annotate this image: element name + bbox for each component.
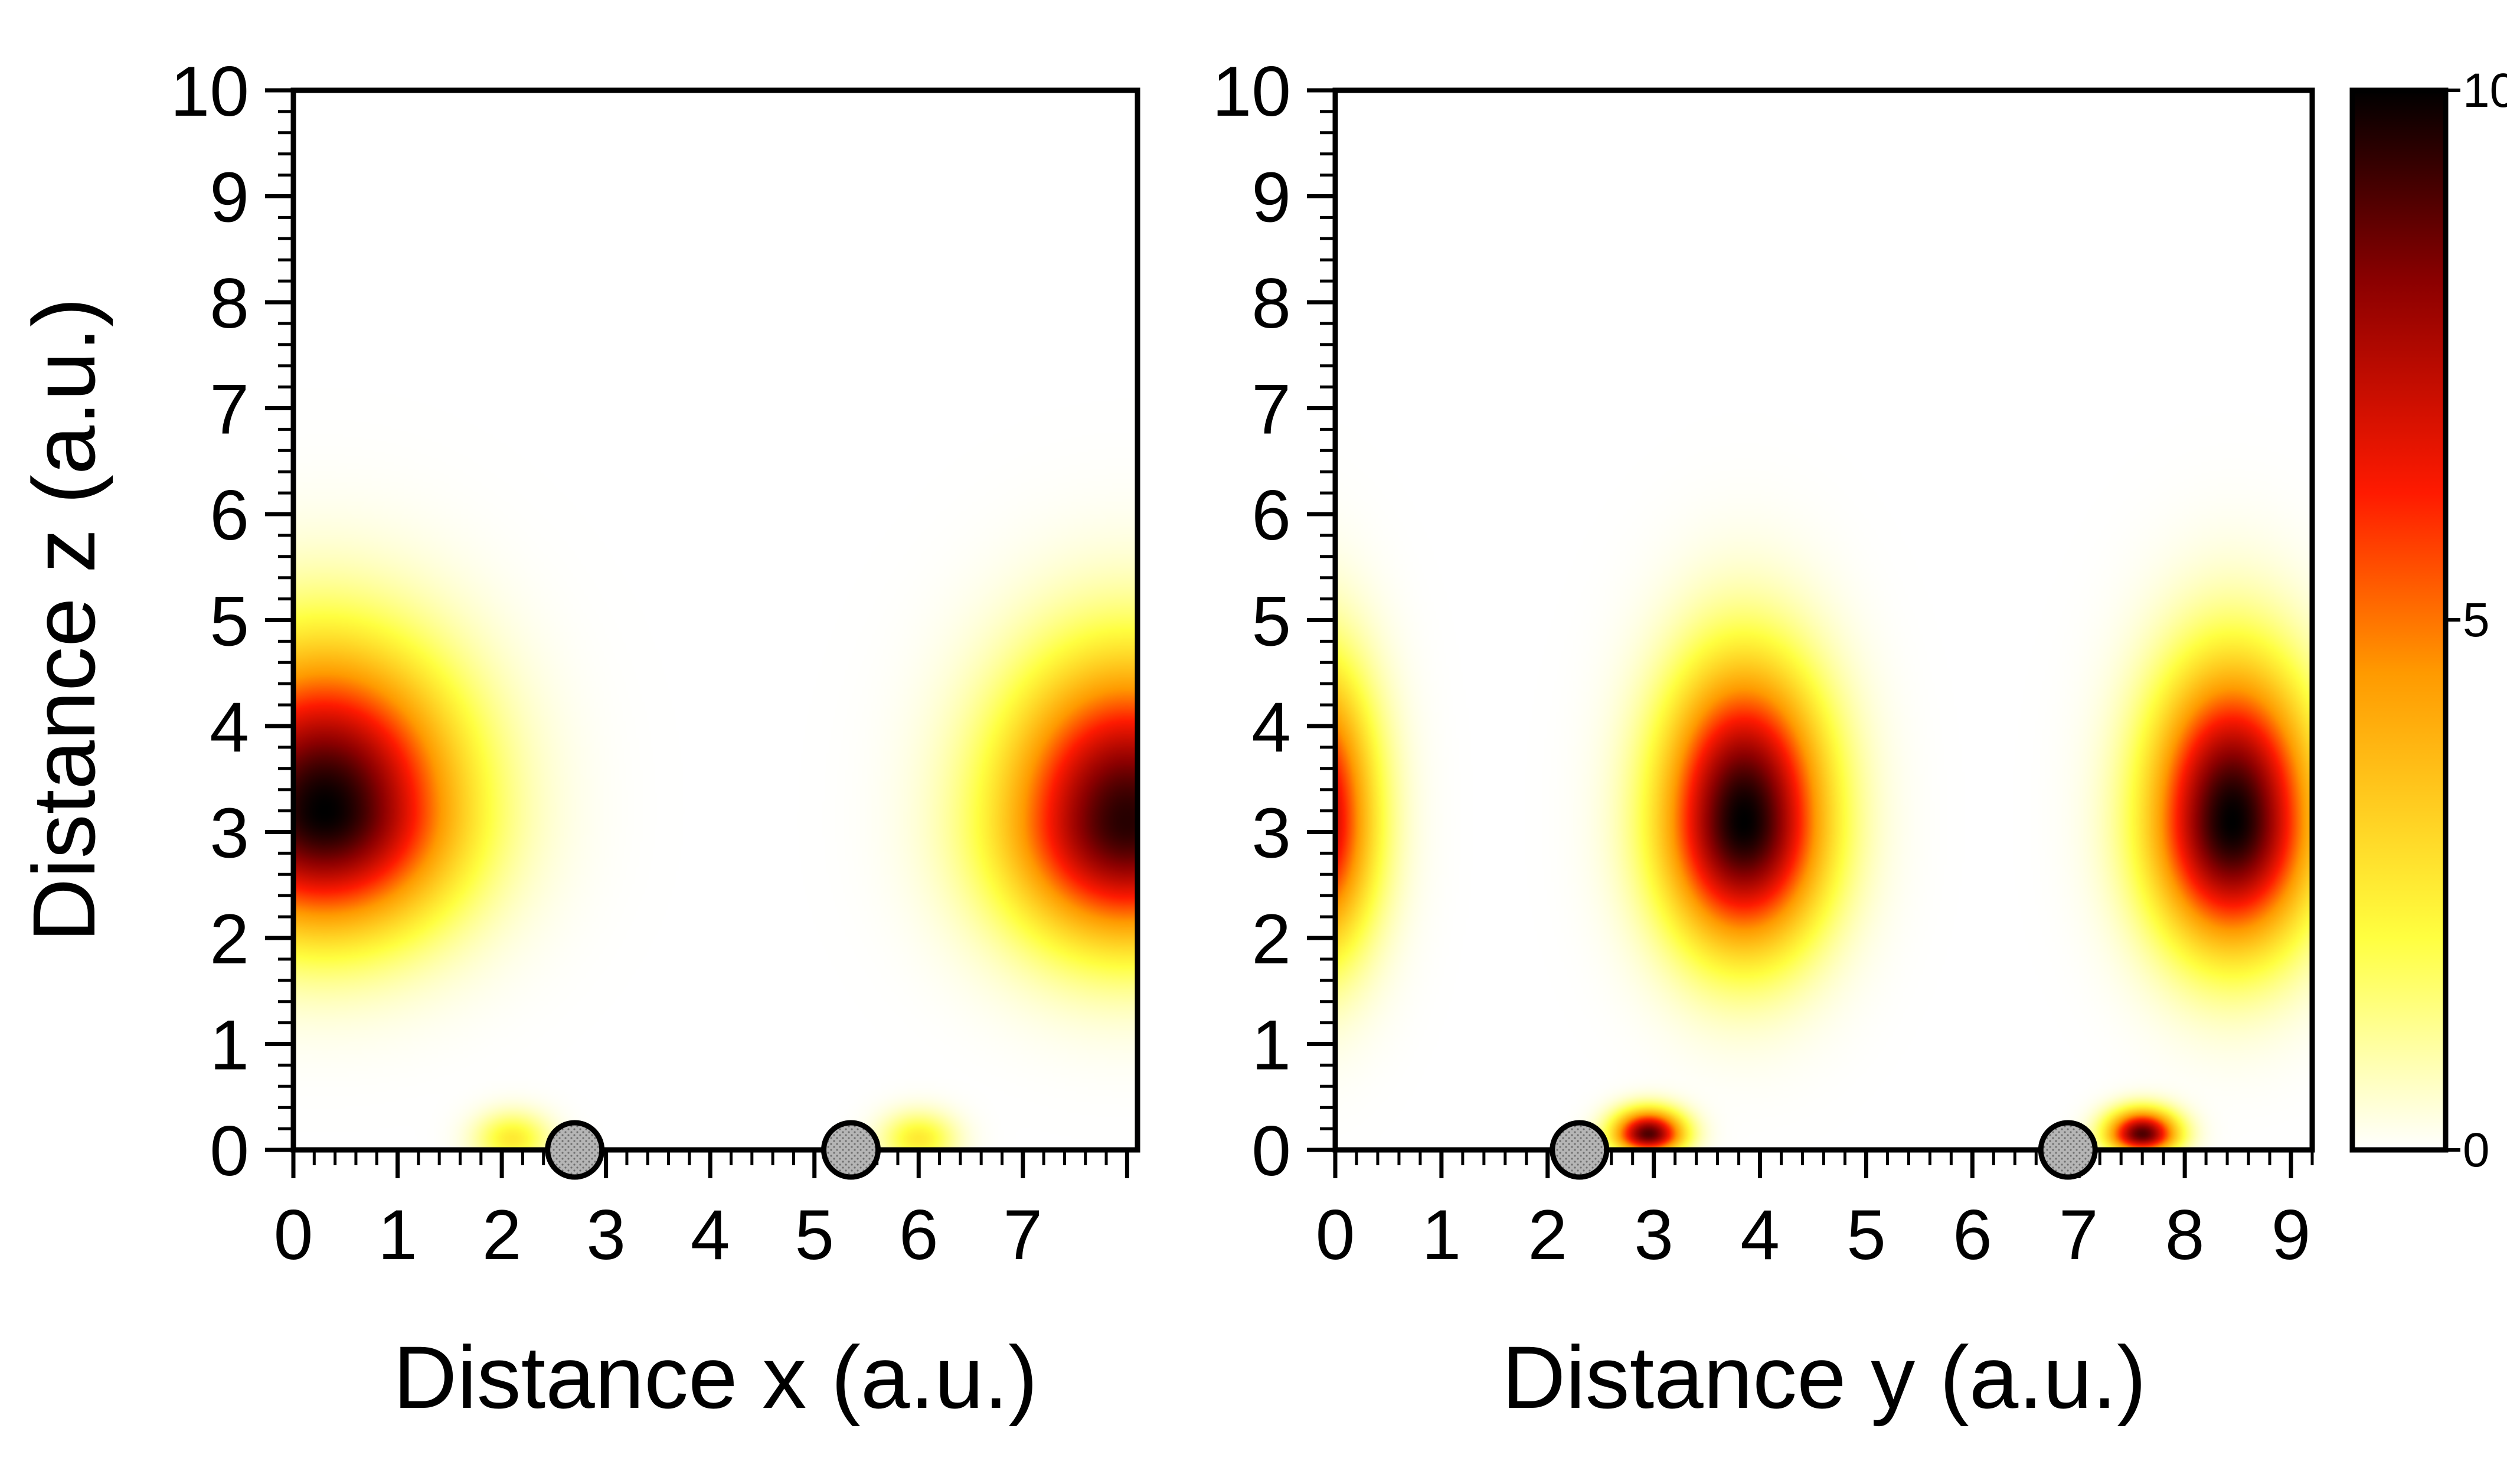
- left-ticks: [265, 88, 1129, 1178]
- colorbar-label-mid: 5: [2463, 593, 2490, 647]
- y-tick-label: 5: [210, 582, 249, 661]
- y-tick-label: 0: [1251, 1112, 1291, 1191]
- y-tick-label: 3: [210, 794, 249, 873]
- y-tick-label: 1: [210, 1006, 249, 1085]
- right-ticks: [1307, 88, 2314, 1178]
- x-tick-label: 6: [1953, 1195, 1992, 1274]
- x-tick-label: 4: [1740, 1195, 1780, 1274]
- y-tick-label: 0: [210, 1112, 249, 1191]
- x-tick-label: 7: [2059, 1195, 2099, 1274]
- atom-marker: [545, 1120, 605, 1180]
- x-tick-label: 3: [586, 1195, 626, 1274]
- atom-marker: [821, 1120, 881, 1180]
- x-tick-label: 2: [482, 1195, 522, 1274]
- y-tick-label: 7: [210, 370, 249, 449]
- y-tick-label: 10: [171, 52, 249, 131]
- y-tick-label: 8: [210, 264, 249, 343]
- x-tick-label: 6: [899, 1195, 939, 1274]
- y-tick-label: 9: [210, 158, 249, 237]
- atom-marker: [1550, 1120, 1610, 1180]
- y-tick-label: 4: [1251, 688, 1291, 767]
- right-atoms: [1550, 1120, 2098, 1180]
- left-heatmap-image: [293, 90, 1138, 1150]
- x-tick-label: 0: [274, 1195, 313, 1274]
- y-tick-label: 8: [1251, 264, 1291, 343]
- x-tick-label: 7: [1003, 1195, 1042, 1274]
- colorbar-gradient: [2349, 87, 2449, 1153]
- right-x-axis-title: Distance y (a.u.): [1502, 1328, 2146, 1427]
- y-tick-label: 9: [1251, 158, 1291, 237]
- y-tick-label: 5: [1251, 582, 1291, 661]
- y-tick-label: 3: [1251, 794, 1291, 873]
- right-heatmap-image: [1335, 90, 2312, 1150]
- x-tick-label: 8: [2165, 1195, 2205, 1274]
- colorbar-label-max: 10: [2463, 64, 2507, 117]
- y-tick-label: 7: [1251, 370, 1291, 449]
- y-tick-label: 4: [210, 688, 249, 767]
- y-tick-label: 6: [1251, 476, 1291, 555]
- atom-marker: [2038, 1120, 2098, 1180]
- y-tick-label: 2: [1251, 900, 1291, 979]
- x-tick-label: 9: [2271, 1195, 2311, 1274]
- y-tick-label: 6: [210, 476, 249, 555]
- y-tick-label: 10: [1212, 52, 1291, 131]
- left-atoms: [545, 1120, 881, 1180]
- x-tick-label: 4: [691, 1195, 730, 1274]
- colorbar: 10 5 0: [2349, 64, 2507, 1177]
- x-tick-label: 5: [795, 1195, 834, 1274]
- left-y-axis-title: Distance z (a.u.): [14, 298, 113, 942]
- x-tick-label: 3: [1634, 1195, 1673, 1274]
- x-tick-label: 2: [1528, 1195, 1567, 1274]
- colorbar-label-min: 0: [2463, 1123, 2490, 1177]
- left-x-axis-title: Distance x (a.u.): [393, 1328, 1038, 1427]
- x-tick-label: 1: [1422, 1195, 1462, 1274]
- y-tick-label: 1: [1251, 1006, 1291, 1085]
- x-tick-label: 0: [1316, 1195, 1355, 1274]
- x-tick-label: 5: [1846, 1195, 1886, 1274]
- x-tick-label: 1: [378, 1195, 417, 1274]
- y-tick-label: 2: [210, 900, 249, 979]
